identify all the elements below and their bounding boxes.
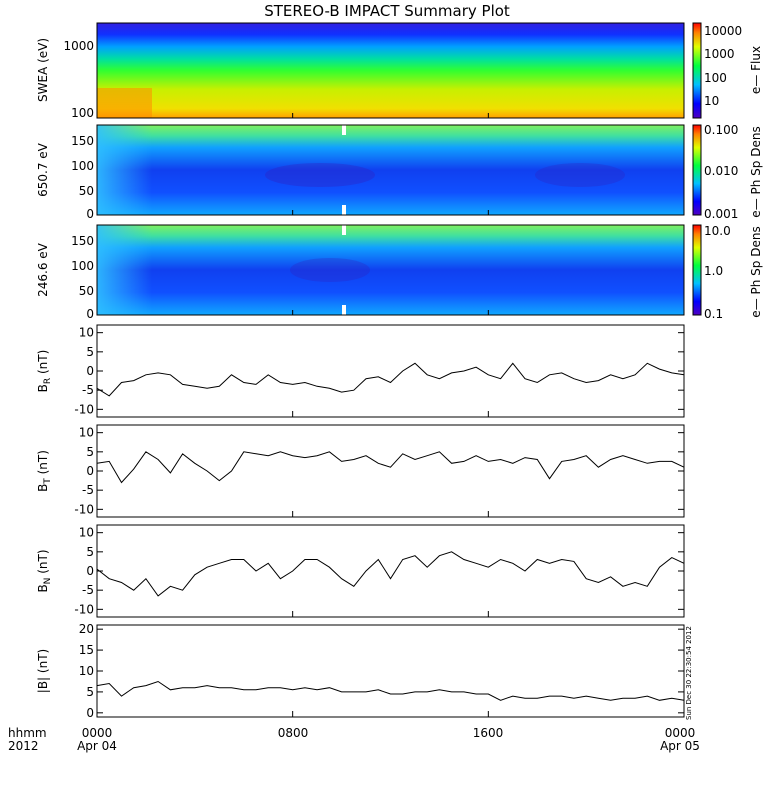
pad650-colorbar	[692, 124, 702, 216]
bn-ytick-label: 5	[86, 545, 94, 559]
swea-cb-tick-1000: 1000	[704, 47, 735, 61]
x-corner-label-year: 2012	[8, 739, 39, 753]
pad246-ytick: 150	[71, 234, 94, 248]
bt-ytick-label: -10	[74, 502, 94, 516]
swea-cb-tick-10000: 10000	[704, 24, 742, 38]
pad650-ytick: 50	[79, 184, 94, 198]
pad246-colorbar-label: e— Ph Sp Dens	[749, 226, 763, 317]
bn-ytick-label: -5	[82, 583, 94, 597]
br-ytick-label: -10	[74, 402, 94, 416]
pad246-cb-tick: 10.0	[704, 224, 731, 238]
bmag-ytick-label: 10	[79, 664, 94, 678]
pad650-frame	[96, 124, 685, 216]
br-ytick-label: 5	[86, 345, 94, 359]
pad650-data-gap	[342, 125, 346, 135]
panel-pad650: 650.7 eV 150 100 50 0 0.100 0.010 0.001 …	[36, 123, 763, 221]
swea-ytick-100: 100	[71, 106, 94, 120]
pad650-data-gap	[342, 205, 346, 215]
bmag-series-line	[96, 680, 685, 701]
pad650-cb-tick: 0.001	[704, 207, 738, 221]
bn-ytick-label: -10	[74, 602, 94, 616]
br-frame	[96, 324, 685, 418]
bmag-ytick-label: 15	[79, 643, 94, 657]
pad650-colorbar-label: e— Ph Sp Dens	[749, 126, 763, 217]
br-ylabel: BR (nT)	[36, 350, 53, 393]
bn-ytick-label: 10	[79, 526, 94, 540]
swea-colorbar	[692, 22, 702, 119]
x-axis: hhmm 2012 0000 Apr 04 0800 1600 0000 Apr…	[8, 726, 700, 753]
bn-ytick-label: 0	[86, 564, 94, 578]
swea-early-band	[97, 88, 152, 118]
pad246-data-gap	[342, 305, 346, 315]
pad650-ylabel: 650.7 eV	[36, 142, 50, 197]
x-tick-sublabel: Apr 05	[660, 739, 700, 753]
br-ytick-label: 0	[86, 364, 94, 378]
bt-ytick-label: 5	[86, 445, 94, 459]
bt-frame	[96, 424, 685, 518]
pad650-dark-patch	[265, 163, 375, 187]
swea-ylabel: SWEA (eV)	[36, 38, 50, 102]
pad246-data-gap	[342, 225, 346, 235]
bt-ytick-label: 10	[79, 426, 94, 440]
bn-ylabel: BN (nT)	[36, 549, 53, 592]
swea-ytick-1000: 1000	[63, 39, 94, 53]
pad650-cb-tick: 0.010	[704, 164, 738, 178]
swea-cb-tick-100: 100	[704, 71, 727, 85]
pad246-colorbar	[692, 224, 702, 316]
pad246-cb-tick: 1.0	[704, 264, 723, 278]
swea-heatmap	[97, 23, 684, 118]
x-tick-label: 1600	[473, 726, 504, 740]
pad246-ytick: 0	[86, 307, 94, 321]
swea-cb-tick-10: 10	[704, 94, 719, 108]
x-tick-label: 0800	[278, 726, 309, 740]
pad650-early-band	[97, 125, 152, 215]
pad246-frame	[96, 224, 685, 316]
chart-title: STEREO-B IMPACT Summary Plot	[264, 2, 510, 20]
pad246-early-band	[97, 225, 152, 315]
bmag-frame	[96, 624, 685, 718]
bt-ylabel: BT (nT)	[36, 450, 53, 492]
pad246-ylabel: 246.6 eV	[36, 242, 50, 297]
panel-swea: SWEA (eV) 1000 100 10000 1000 100 10 e— …	[36, 22, 763, 120]
bn-frame	[96, 524, 685, 618]
bmag-ytick-label: 20	[79, 622, 94, 636]
pad650-heatmap	[97, 125, 684, 215]
x-tick-label: 0000	[82, 726, 113, 740]
bn-series-line	[96, 551, 685, 597]
swea-frame	[96, 22, 685, 119]
bmag-ylabel: |B| (nT)	[36, 649, 50, 693]
bt-ytick-label: 0	[86, 464, 94, 478]
pad650-ytick: 100	[71, 159, 94, 173]
bmag-ytick-label: 5	[86, 685, 94, 699]
pad650-ytick: 150	[71, 134, 94, 148]
bt-ytick-label: -5	[82, 483, 94, 497]
generation-timestamp: Sun Dec 30 22:30:54 2012	[685, 626, 693, 720]
bmag-ytick-label: 0	[86, 706, 94, 720]
panel-pad246: 246.6 eV 150 100 50 0 10.0 1.0 0.1 e— Ph…	[36, 224, 763, 321]
pad246-ytick: 100	[71, 259, 94, 273]
pad650-dark-patch	[535, 163, 625, 187]
x-corner-label-hhmm: hhmm	[8, 726, 47, 740]
pad246-dark-patch	[290, 258, 370, 282]
pad650-cb-tick: 0.100	[704, 123, 738, 137]
pad650-ytick: 0	[86, 207, 94, 221]
x-tick-label: 0000	[665, 726, 696, 740]
br-ytick-label: 10	[79, 326, 94, 340]
swea-colorbar-label: e— Flux	[749, 46, 763, 94]
br-ytick-label: -5	[82, 383, 94, 397]
pad246-heatmap	[97, 225, 684, 315]
bt-series-line	[96, 451, 685, 484]
pad246-ytick: 50	[79, 284, 94, 298]
br-series-line	[96, 362, 685, 397]
x-tick-sublabel: Apr 04	[77, 739, 117, 753]
pad246-cb-tick: 0.1	[704, 307, 723, 321]
